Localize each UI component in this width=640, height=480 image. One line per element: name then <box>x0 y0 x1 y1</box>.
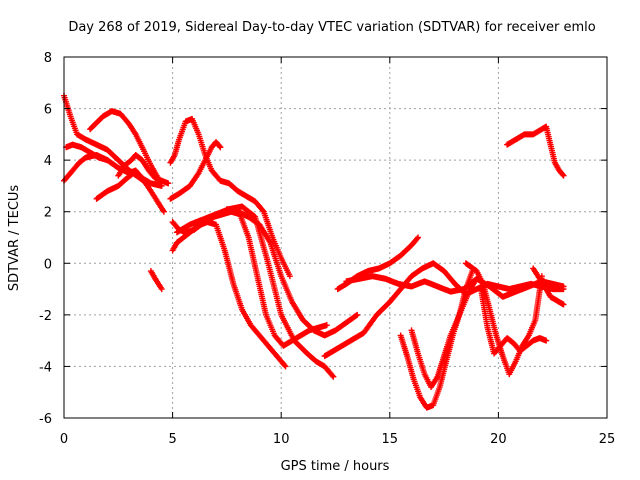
data-point <box>560 172 567 179</box>
data-point <box>281 362 288 369</box>
x-tick-label: 20 <box>490 432 507 447</box>
series-track-4 <box>87 108 163 184</box>
series-track-15 <box>334 234 422 293</box>
y-tick-label: 6 <box>44 103 52 118</box>
series-track-5 <box>93 170 167 215</box>
x-tick-label: 0 <box>60 432 68 447</box>
data-point <box>282 363 289 370</box>
data-point <box>415 234 422 241</box>
y-tick-label: -6 <box>39 412 52 427</box>
series-track-13 <box>223 206 361 339</box>
data-point <box>560 301 567 308</box>
data-points <box>61 92 567 411</box>
data-point <box>414 235 421 242</box>
y-tick-label: 2 <box>44 206 52 221</box>
series-track-17 <box>397 268 476 411</box>
y-axis-label: SDTVAR / TECUs <box>7 185 22 292</box>
series-track-7 <box>147 268 165 293</box>
data-point <box>330 373 337 380</box>
data-point <box>259 207 266 214</box>
data-point <box>354 311 361 318</box>
series-track-9 <box>167 139 224 202</box>
data-point <box>216 143 223 150</box>
data-point <box>329 372 336 379</box>
series-track-22 <box>504 123 567 179</box>
y-tick-label: 4 <box>44 154 52 169</box>
series-track-8 <box>167 115 293 280</box>
y-tick-label: 0 <box>44 257 52 272</box>
y-tick-label: 8 <box>44 51 52 66</box>
grid <box>64 57 607 418</box>
data-point <box>560 283 567 290</box>
x-tick-label: 10 <box>273 432 290 447</box>
series-track-21 <box>530 265 567 308</box>
series-track-19 <box>462 260 545 378</box>
axis-ticks: 0 5 10 15 20 25 -6 -4 -2 0 2 4 6 8 <box>39 51 615 447</box>
series-track-6 <box>115 151 172 187</box>
series-track-20 <box>478 286 550 357</box>
x-tick-label: 5 <box>168 432 176 447</box>
x-tick-label: 25 <box>599 432 616 447</box>
y-tick-label: -2 <box>39 309 52 324</box>
x-axis-label: GPS time / hours <box>281 459 390 474</box>
data-point <box>158 286 165 293</box>
data-point <box>543 337 550 344</box>
data-point <box>217 144 224 151</box>
data-point <box>559 171 566 178</box>
data-point <box>160 208 167 215</box>
plot-frame <box>63 56 608 419</box>
data-point <box>286 273 293 280</box>
y-tick-label: -4 <box>39 360 52 375</box>
data-point <box>158 182 165 189</box>
chart-title: Day 268 of 2019, Sidereal Day-to-day VTE… <box>68 20 595 35</box>
data-point <box>323 322 330 329</box>
series-track-12 <box>173 203 337 380</box>
series-track-18 <box>408 275 480 391</box>
x-tick-label: 15 <box>382 432 399 447</box>
data-point <box>165 180 172 187</box>
